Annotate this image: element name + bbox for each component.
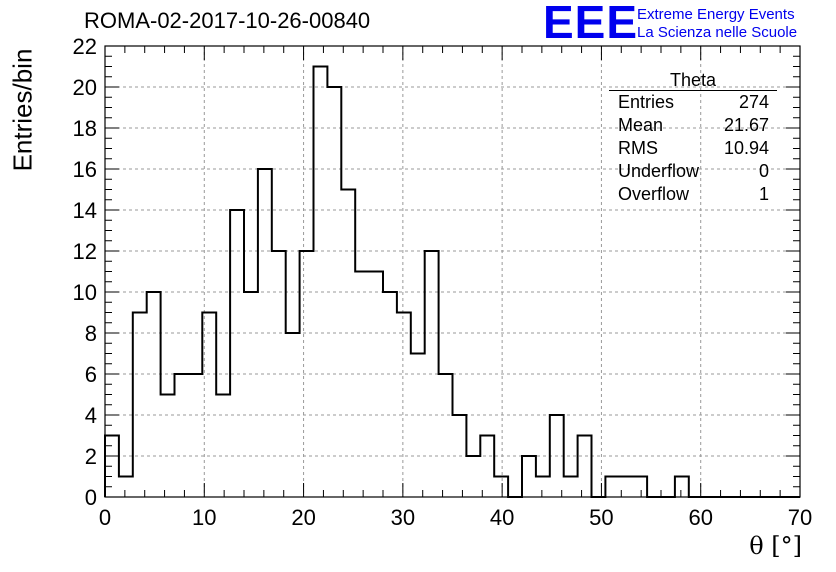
histogram-bin bbox=[564, 477, 578, 498]
stats-row-entries: Entries 274 bbox=[609, 91, 777, 114]
histogram-bin bbox=[383, 292, 397, 497]
y-tick-label: 10 bbox=[73, 280, 97, 305]
stats-value: 21.67 bbox=[723, 115, 769, 135]
histogram-bin bbox=[188, 374, 202, 497]
y-tick-label: 6 bbox=[85, 362, 97, 387]
x-tick-label: 30 bbox=[391, 505, 415, 530]
y-axis-label: Entries/bin bbox=[7, 48, 38, 172]
stats-box: Theta Entries 274 Mean 21.67 RMS 10.94 U… bbox=[609, 70, 777, 206]
histogram-bin bbox=[355, 272, 369, 498]
eee-logo-text: Extreme Energy Events La Scienza nelle S… bbox=[637, 6, 797, 42]
stats-label: RMS bbox=[618, 138, 658, 158]
logo-line-2: La Scienza nelle Scuole bbox=[637, 24, 798, 41]
run-title: ROMA-02-2017-10-26-00840 bbox=[84, 8, 371, 33]
y-tick-label: 16 bbox=[73, 157, 97, 182]
y-tick-label: 0 bbox=[85, 485, 97, 510]
y-tick-label: 2 bbox=[85, 444, 97, 469]
histogram-bin bbox=[341, 190, 355, 498]
histogram-bin bbox=[147, 292, 161, 497]
stats-value: 274 bbox=[738, 92, 769, 112]
stats-row-overflow: Overflow 1 bbox=[609, 183, 777, 206]
histogram-bin bbox=[119, 477, 133, 498]
y-tick-label: 22 bbox=[73, 34, 97, 59]
histogram-outline bbox=[104, 65, 800, 498]
histogram-bin bbox=[675, 477, 689, 498]
y-axis-label-box: Entries/bin bbox=[6, 40, 40, 180]
histogram-bin bbox=[133, 313, 147, 498]
histogram-bin bbox=[466, 456, 480, 497]
stats-value: 10.94 bbox=[723, 138, 769, 158]
stats-value: 1 bbox=[758, 184, 769, 204]
x-tick-label: 40 bbox=[490, 505, 514, 530]
histogram-bin bbox=[314, 67, 328, 498]
stats-row-mean: Mean 21.67 bbox=[609, 114, 777, 137]
histogram-bin bbox=[397, 313, 411, 498]
histogram-bin bbox=[578, 436, 592, 498]
x-tick-label: 60 bbox=[688, 505, 712, 530]
plot-frame bbox=[104, 45, 801, 498]
x-tick-label: 10 bbox=[192, 505, 216, 530]
histogram-bin bbox=[605, 477, 619, 498]
stats-row-underflow: Underflow 0 bbox=[609, 160, 777, 183]
histogram-bin bbox=[175, 374, 189, 497]
histogram-bin bbox=[633, 477, 647, 498]
x-axis-label: θ [°] bbox=[749, 532, 802, 560]
y-tick-label: 20 bbox=[73, 75, 97, 100]
x-tick-label: 50 bbox=[589, 505, 613, 530]
logo-line-1: Extreme Energy Events bbox=[637, 6, 795, 23]
eee-logo-mark: EEE bbox=[543, 0, 639, 48]
histogram-bin bbox=[494, 477, 508, 498]
histogram-bin bbox=[480, 436, 494, 498]
stats-label: Underflow bbox=[618, 161, 700, 181]
stats-label: Entries bbox=[618, 92, 675, 112]
histogram-bin bbox=[230, 210, 244, 497]
x-tick-label: 20 bbox=[291, 505, 315, 530]
histogram-bin bbox=[369, 272, 383, 498]
y-tick-label: 18 bbox=[73, 116, 97, 141]
histogram-bin bbox=[216, 395, 230, 498]
y-tick-label: 4 bbox=[85, 403, 97, 428]
x-tick-label: 70 bbox=[788, 505, 812, 530]
stats-label: Mean bbox=[618, 115, 664, 135]
stats-title: Theta bbox=[609, 70, 777, 91]
x-tick-label: 0 bbox=[99, 505, 111, 530]
stats-label: Overflow bbox=[618, 184, 690, 204]
y-tick-label: 8 bbox=[85, 321, 97, 346]
histogram-bin bbox=[439, 374, 453, 497]
histogram-bin bbox=[161, 395, 175, 498]
stats-value: 0 bbox=[758, 161, 769, 181]
histogram-bin bbox=[244, 292, 258, 497]
histogram-bin bbox=[411, 354, 425, 498]
y-tick-label: 14 bbox=[73, 198, 97, 223]
histogram-bin bbox=[536, 477, 550, 498]
stats-row-rms: RMS 10.94 bbox=[609, 137, 777, 160]
histogram-bin bbox=[522, 456, 536, 497]
y-tick-label: 12 bbox=[73, 239, 97, 264]
